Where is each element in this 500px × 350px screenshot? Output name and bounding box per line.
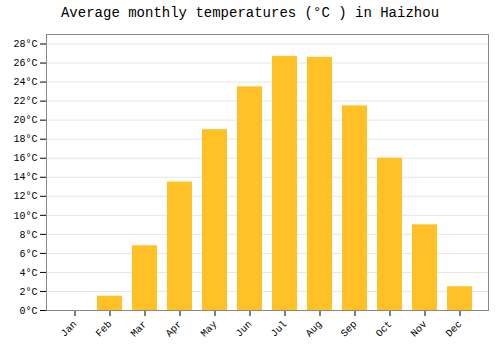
svg-text:16°C: 16°C bbox=[13, 153, 37, 164]
svg-text:0°C: 0°C bbox=[19, 306, 37, 317]
svg-text:18°C: 18°C bbox=[13, 134, 37, 145]
svg-text:14°C: 14°C bbox=[13, 172, 37, 183]
svg-text:28°C: 28°C bbox=[13, 39, 37, 50]
svg-text:Aug: Aug bbox=[304, 319, 325, 340]
svg-text:8°C: 8°C bbox=[19, 230, 37, 241]
svg-text:26°C: 26°C bbox=[13, 58, 37, 69]
svg-text:12°C: 12°C bbox=[13, 191, 37, 202]
svg-text:May: May bbox=[199, 319, 220, 340]
svg-text:Feb: Feb bbox=[94, 319, 115, 340]
svg-text:Oct: Oct bbox=[374, 319, 395, 340]
svg-text:20°C: 20°C bbox=[13, 115, 37, 126]
svg-text:Apr: Apr bbox=[164, 319, 185, 340]
svg-text:Mar: Mar bbox=[129, 319, 150, 340]
svg-text:2°C: 2°C bbox=[19, 287, 37, 298]
svg-text:Sep: Sep bbox=[339, 319, 360, 340]
svg-text:Dec: Dec bbox=[444, 319, 465, 340]
svg-text:10°C: 10°C bbox=[13, 211, 37, 222]
svg-text:Jul: Jul bbox=[269, 319, 290, 340]
svg-text:6°C: 6°C bbox=[19, 249, 37, 260]
svg-text:Jun: Jun bbox=[234, 319, 255, 340]
svg-text:Nov: Nov bbox=[409, 319, 430, 340]
svg-text:22°C: 22°C bbox=[13, 96, 37, 107]
svg-text:4°C: 4°C bbox=[19, 268, 37, 279]
svg-text:24°C: 24°C bbox=[13, 77, 37, 88]
svg-text:Jan: Jan bbox=[59, 319, 80, 340]
html-text:Average monthly temperatures (: Average monthly temperatures (°C ) in Ha… bbox=[61, 5, 439, 21]
